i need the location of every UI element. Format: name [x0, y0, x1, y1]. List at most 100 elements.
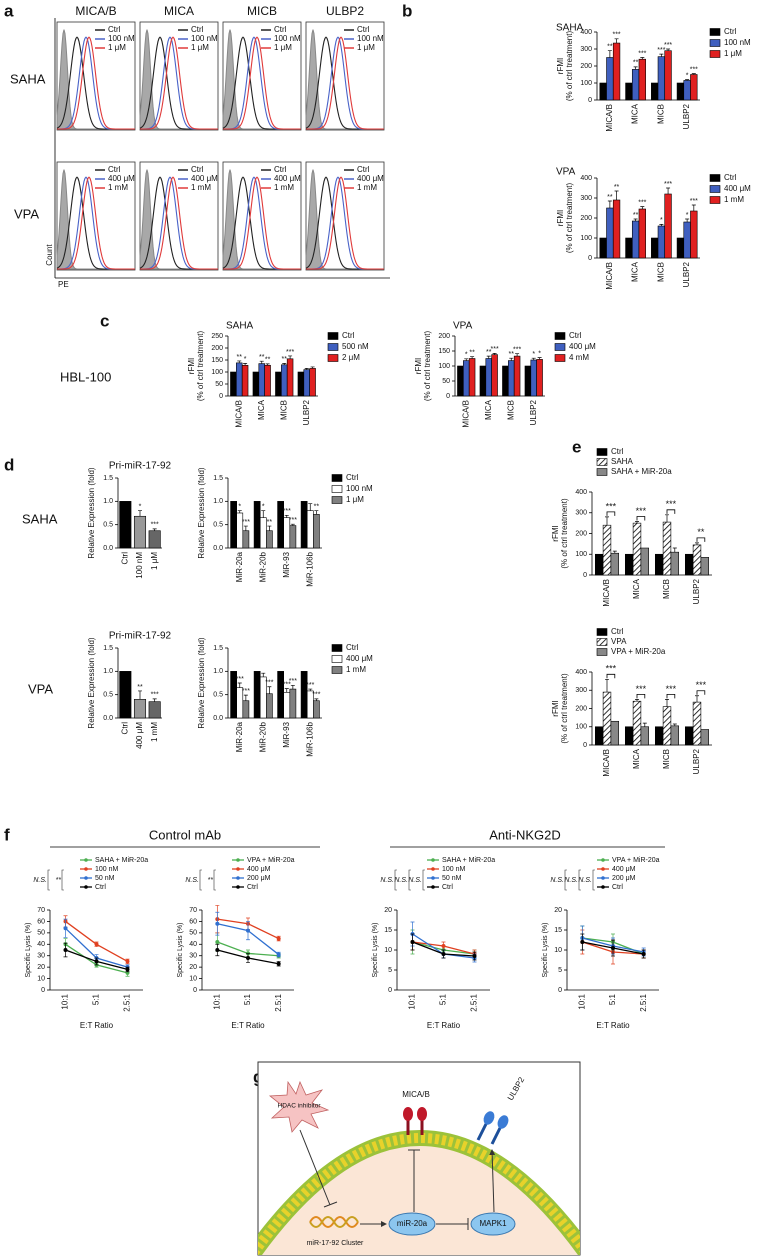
error-bar: [138, 510, 142, 517]
legend-label: Ctrl: [108, 25, 121, 34]
y-tick-label: 300: [580, 46, 592, 53]
legend-swatch: [596, 458, 608, 466]
y-tick-label: 1.0: [103, 668, 113, 675]
y-tick-label: 100: [575, 551, 587, 558]
x-tick-label: ULBP2: [692, 578, 701, 604]
panel-label: b: [402, 1, 412, 20]
bar: [638, 58, 646, 101]
significance: **: [633, 60, 639, 67]
y-axis-label: rFMI: [187, 358, 196, 374]
legend-label: 400 μM: [612, 866, 636, 873]
legend-marker: [431, 858, 435, 862]
legend-label: Ctrl: [611, 447, 624, 456]
y-axis-label: (% of ctrl treatment): [423, 331, 432, 402]
y-tick-label: 0: [588, 255, 592, 262]
row-label: VPA: [14, 206, 39, 221]
error-bar: [672, 547, 677, 553]
bar: [300, 671, 308, 719]
bar: [479, 365, 487, 397]
inhibit-arrow: [299, 1129, 338, 1208]
legend-swatch: [596, 638, 608, 646]
error-bar: [284, 514, 289, 518]
histogram-curve: [223, 176, 301, 270]
legend-label: 1 mM: [346, 665, 366, 674]
bracket: [636, 693, 646, 699]
bar: [275, 371, 282, 397]
bar: [300, 501, 308, 549]
legend-marker: [431, 876, 435, 880]
bar: [657, 56, 666, 101]
annotation: N.S.: [564, 877, 578, 884]
bar: [286, 358, 294, 397]
bar: [640, 726, 650, 746]
point: [246, 956, 250, 960]
x-tick-label: MICA: [257, 399, 266, 420]
bracket: [696, 537, 706, 542]
bar: [283, 692, 291, 719]
column-header: MICA/B: [75, 4, 116, 18]
legend-marker: [84, 885, 88, 889]
point: [63, 926, 68, 931]
histogram-curve: [57, 176, 135, 270]
error-bar: [237, 682, 242, 688]
inhibit-arrow: [408, 1149, 420, 1212]
histogram-curve: [140, 176, 218, 270]
y-tick-label: 0.5: [103, 692, 113, 699]
y-tick-label: 30: [37, 953, 45, 960]
bar: [662, 706, 672, 746]
error-bar: [605, 678, 609, 693]
x-tick-label: 2.5:1: [470, 993, 479, 1011]
y-tick-label: 5: [388, 967, 392, 974]
legend-swatch: [331, 655, 343, 663]
x-tick-label: MiR-20a: [235, 721, 244, 752]
y-axis-label: Specific Lysis (%): [25, 923, 32, 978]
significance: ***: [636, 684, 647, 694]
y-tick-label: 0: [583, 742, 587, 749]
x-tick-label: 10:1: [408, 993, 417, 1009]
significance: ***: [236, 676, 244, 683]
legend-label: 1 mM: [357, 183, 377, 192]
y-tick-label: 15: [384, 927, 392, 934]
significance: ***: [283, 681, 291, 688]
error-bar: [243, 525, 248, 531]
annotation: N.S.: [394, 877, 408, 884]
bracket: [606, 511, 616, 516]
y-tick-label: 100: [580, 235, 592, 242]
legend-label: 1 μM: [346, 495, 364, 504]
legend-label: 200 μM: [612, 875, 636, 882]
legend-label: 4 mM: [569, 353, 589, 362]
bar: [491, 354, 498, 397]
x-tick-label: Ctrl: [120, 722, 129, 735]
legend-label: VPA + MiR-20a: [611, 647, 666, 656]
bar: [700, 557, 710, 576]
legend-swatch: [331, 485, 343, 493]
bar: [638, 208, 646, 259]
significance: *: [686, 212, 689, 219]
y-axis-label: (% of ctrl treatment): [560, 498, 569, 569]
y-axis-label: Relative Expression (fold): [197, 467, 206, 558]
y-tick-label: 100: [580, 80, 592, 87]
x-tick-label: MICA/B: [461, 400, 470, 428]
x-tick-label: MiR-106b: [305, 551, 314, 586]
x-tick-label: MICA/B: [602, 579, 611, 607]
point: [215, 948, 220, 952]
annotation: N.S.: [578, 877, 592, 884]
row-label: VPA: [28, 681, 53, 696]
bar: [625, 82, 633, 101]
y-axis-label: (% of ctrl treatment): [565, 31, 574, 102]
legend-swatch: [709, 39, 721, 47]
x-tick-label: MICA: [632, 578, 641, 599]
significance: ***: [664, 181, 672, 188]
y-tick-label: 200: [575, 705, 587, 712]
bar: [536, 359, 543, 397]
y-axis-label: (% of ctrl treatment): [560, 673, 569, 744]
arrow: [489, 1149, 496, 1213]
y-tick-label: 50: [215, 381, 223, 388]
histogram-curve: [223, 36, 301, 130]
bar: [530, 359, 537, 397]
error-bar: [672, 723, 677, 726]
y-axis-label: rFMI: [556, 210, 565, 226]
y-tick-label: 150: [211, 357, 223, 364]
bar: [297, 371, 305, 397]
legend-label: Ctrl: [191, 165, 204, 174]
